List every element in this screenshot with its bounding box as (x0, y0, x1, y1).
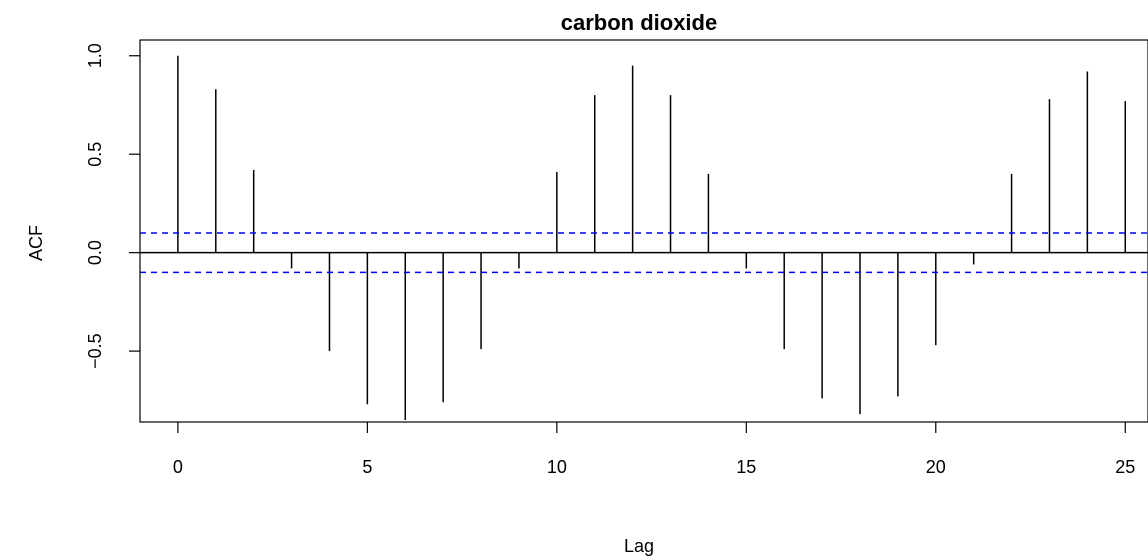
x-axis-label: Lag (624, 536, 654, 556)
x-tick-label: 20 (926, 457, 946, 477)
y-axis-label: ACF (26, 225, 46, 261)
x-tick-label: 0 (173, 457, 183, 477)
x-tick-label: 25 (1115, 457, 1135, 477)
y-axis: −0.5 0.0 0.5 1.0 (85, 43, 140, 369)
x-axis: 0 5 10 15 20 25 (173, 422, 1135, 477)
x-tick-label: 5 (362, 457, 372, 477)
plot-frame (139, 39, 1148, 423)
y-tick-label: −0.5 (85, 333, 105, 369)
x-tick-label: 15 (736, 457, 756, 477)
chart-title: carbon dioxide (561, 10, 717, 35)
x-tick-label: 10 (547, 457, 567, 477)
y-tick-label: 0.5 (85, 142, 105, 167)
y-tick-label: 0.0 (85, 240, 105, 265)
y-tick-label: 1.0 (85, 43, 105, 68)
acf-spikes (177, 55, 1127, 421)
